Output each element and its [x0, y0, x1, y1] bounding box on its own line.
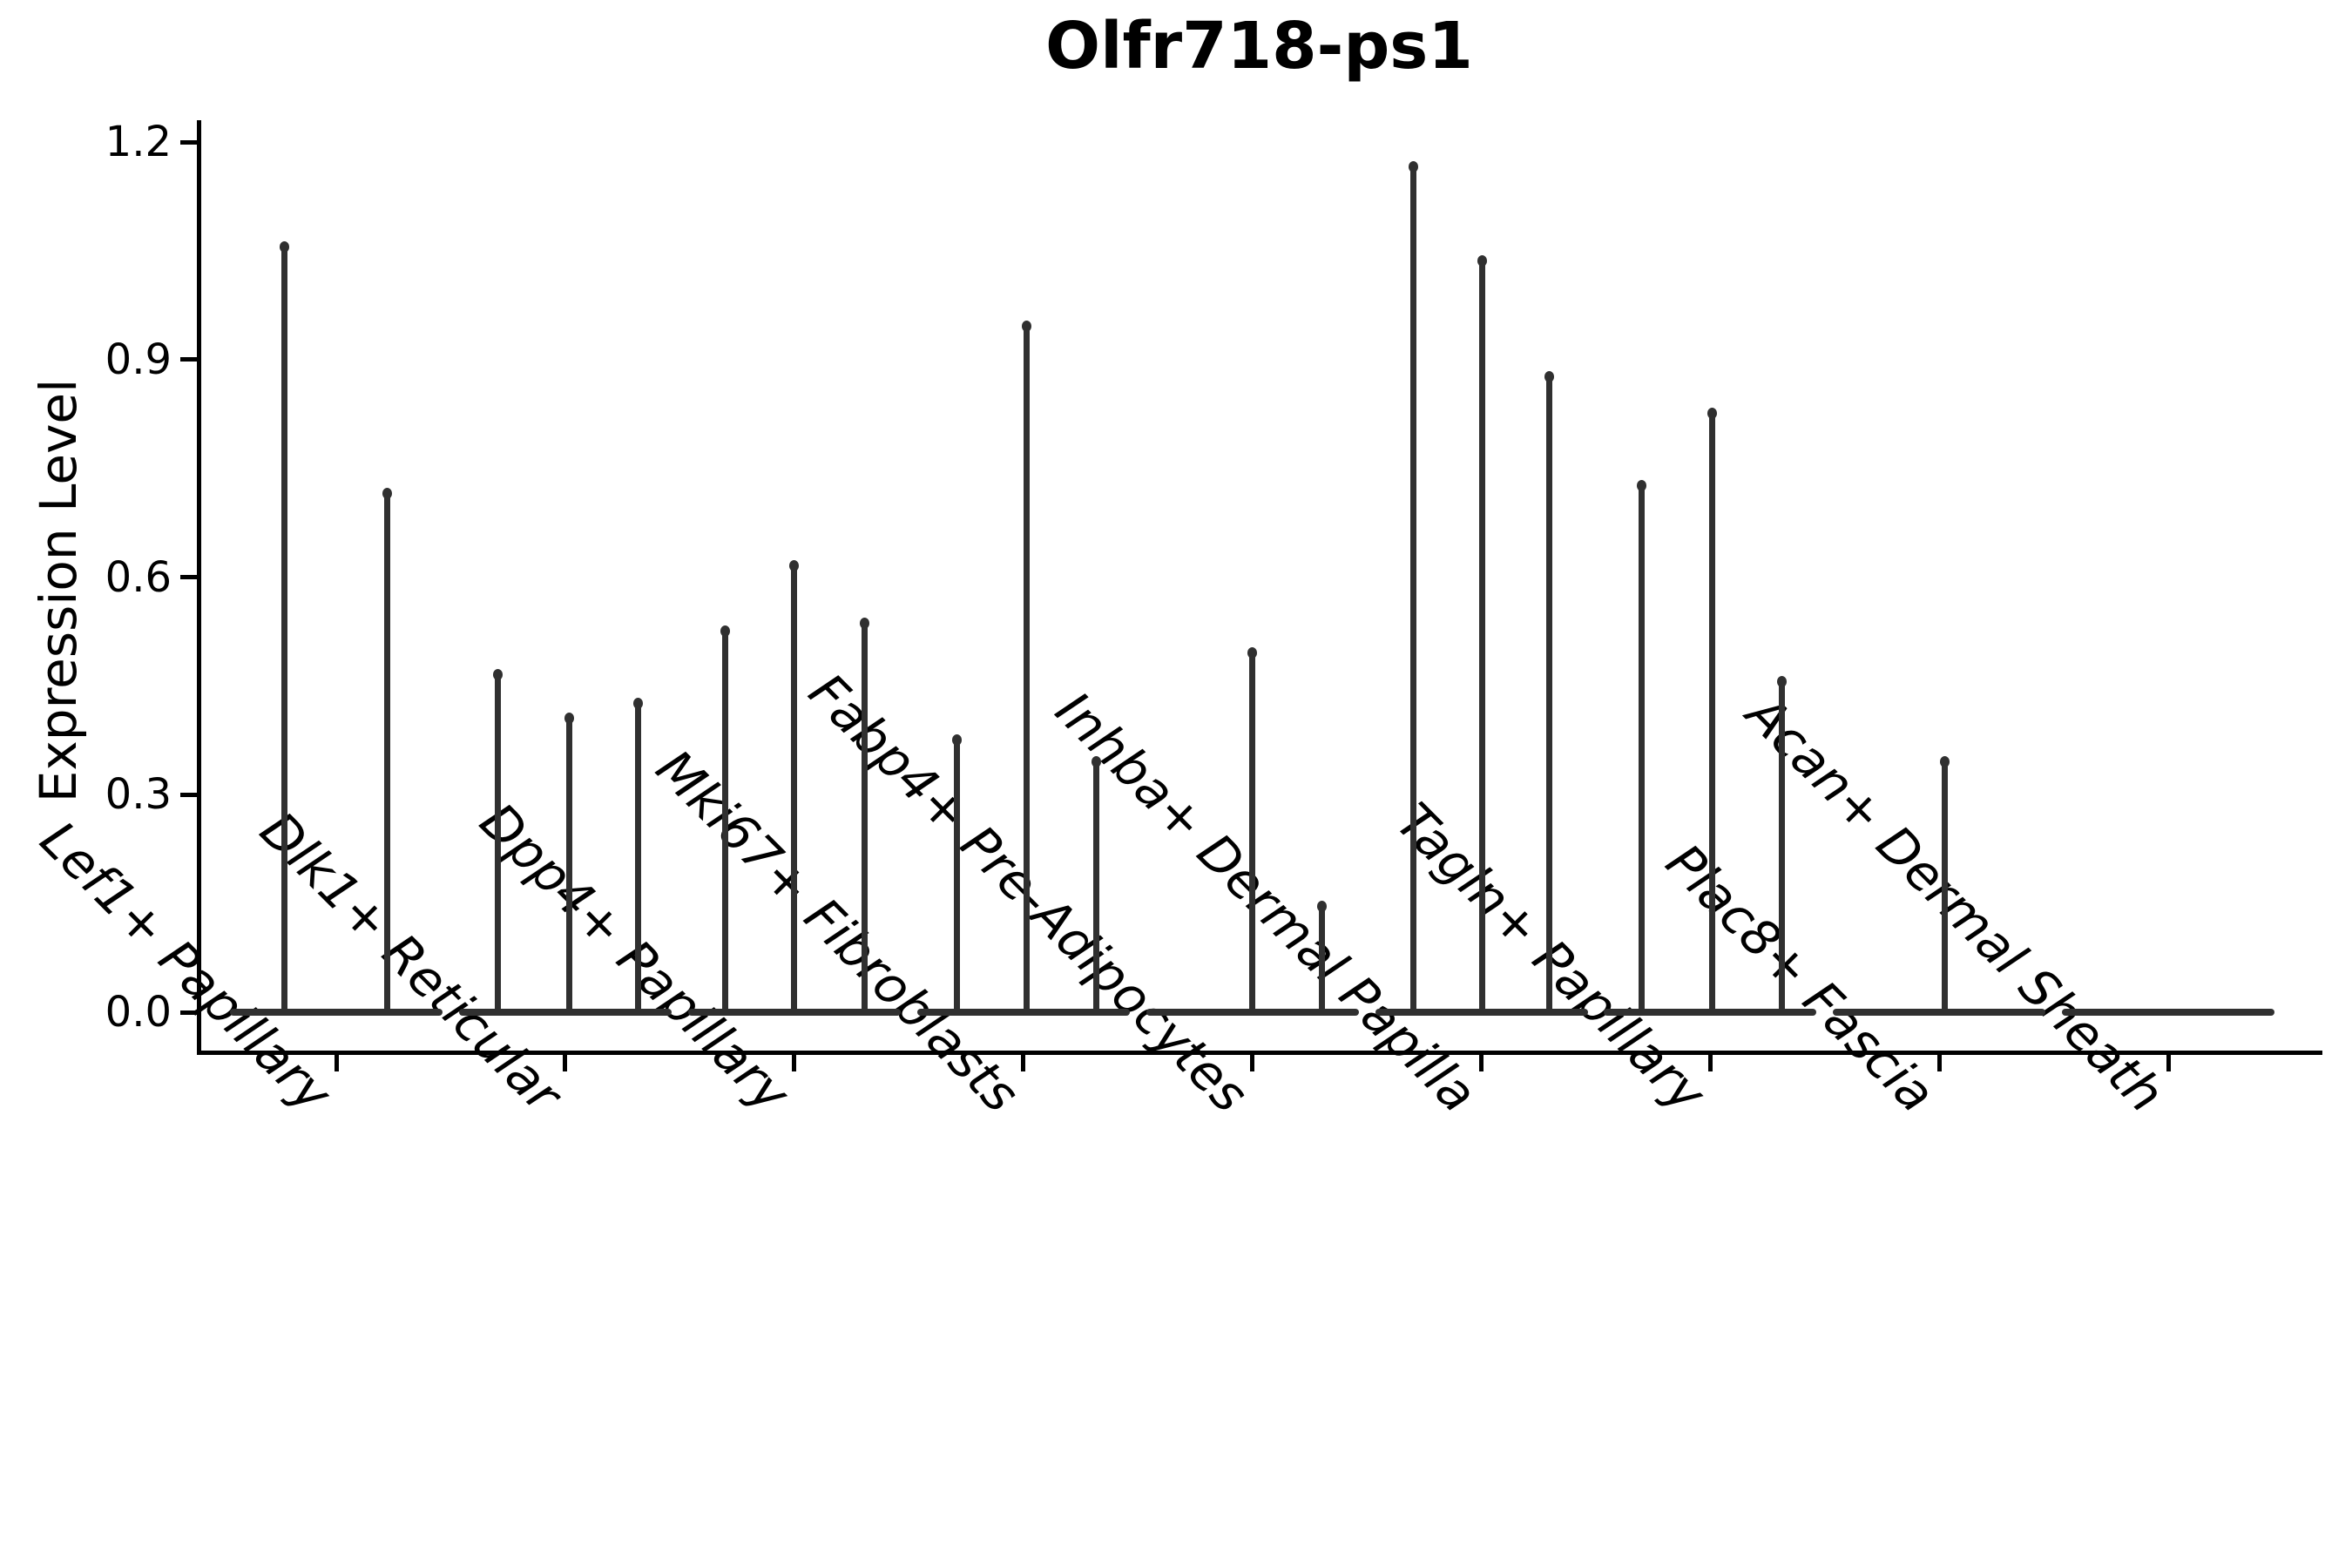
- x-tick-label: Inhba+ Dermal Papilla: [1044, 679, 1489, 1125]
- violin-baseline: [2062, 1009, 2275, 1016]
- violin-baseline: [458, 1009, 672, 1016]
- y-tick: [179, 792, 197, 797]
- violin-spike: [791, 562, 798, 1016]
- violin-spike: [1410, 163, 1416, 1016]
- violin-spike: [1941, 758, 1948, 1016]
- spike-cap: [860, 618, 870, 630]
- violin-spike: [862, 620, 868, 1016]
- spike-cap: [1939, 755, 1950, 767]
- violin-spike: [566, 714, 573, 1016]
- x-tick: [1936, 1054, 1942, 1071]
- violin-baseline: [230, 1009, 443, 1016]
- violin-spike: [1638, 483, 1645, 1016]
- spike-cap: [1636, 480, 1646, 492]
- violin-spike: [722, 627, 729, 1016]
- spike-cap: [720, 625, 731, 637]
- spike-cap: [1022, 321, 1032, 333]
- spike-cap: [493, 668, 504, 680]
- spike-cap: [279, 240, 289, 253]
- y-tick: [179, 1010, 197, 1015]
- violin-spike: [1093, 758, 1100, 1016]
- y-tick-label: 0.9: [105, 335, 172, 384]
- left-spine: [196, 120, 201, 1055]
- x-tick: [334, 1054, 339, 1071]
- violin-spike: [383, 490, 390, 1016]
- y-tick-label: 0.0: [105, 988, 172, 1037]
- spike-cap: [382, 487, 392, 499]
- violin-spike: [1778, 679, 1785, 1016]
- violin-spike: [954, 736, 961, 1016]
- spike-cap: [1776, 676, 1787, 688]
- violin-spike: [280, 243, 287, 1016]
- bottom-spine: [196, 1050, 2322, 1055]
- chart-title: Olfr718-ps1: [1045, 9, 1473, 84]
- violin-spike: [1024, 323, 1031, 1016]
- violin-spike: [1479, 258, 1485, 1016]
- x-tick-label: Acan+ Dermal Sheath: [1735, 684, 2176, 1125]
- x-tick: [2166, 1054, 2171, 1071]
- y-tick: [179, 575, 197, 579]
- y-tick-label: 0.6: [105, 552, 172, 602]
- y-tick-label: 0.3: [105, 770, 172, 820]
- spike-cap: [633, 698, 644, 710]
- x-tick: [563, 1054, 568, 1071]
- spike-cap: [564, 712, 575, 724]
- violin-baseline: [1833, 1009, 2046, 1016]
- x-tick: [1479, 1054, 1484, 1071]
- x-tick: [1250, 1054, 1255, 1071]
- violin-baseline: [916, 1009, 1130, 1016]
- y-tick-label: 1.2: [105, 118, 172, 166]
- x-tick: [792, 1054, 797, 1071]
- violin-spike: [1249, 649, 1256, 1016]
- violin-spike: [1319, 903, 1326, 1016]
- y-tick: [179, 139, 197, 145]
- violin-spike: [1708, 410, 1715, 1016]
- violin-spike: [635, 700, 642, 1016]
- spike-cap: [1477, 255, 1487, 267]
- spike-cap: [1247, 646, 1258, 659]
- x-tick: [1021, 1054, 1026, 1071]
- spike-cap: [789, 559, 800, 571]
- violin-spike: [1546, 374, 1552, 1016]
- y-tick: [179, 357, 197, 362]
- spike-cap: [1409, 160, 1418, 172]
- spike-cap: [1092, 755, 1102, 767]
- spike-cap: [1544, 371, 1554, 383]
- spike-cap: [1317, 901, 1328, 913]
- x-tick: [1707, 1054, 1713, 1071]
- spike-cap: [1707, 408, 1717, 420]
- violin-spike: [495, 671, 502, 1016]
- spike-cap: [952, 733, 963, 746]
